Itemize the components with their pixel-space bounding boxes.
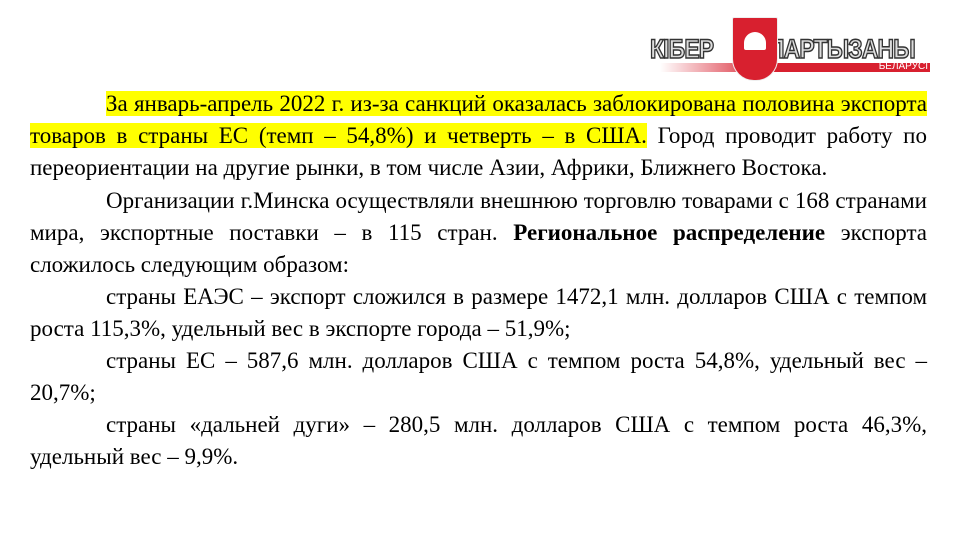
paragraph-far-arc: страны «дальней дуги» – 280,5 млн. долла… [30, 412, 927, 469]
logo-bar [660, 63, 930, 72]
paragraph-eaeu: страны ЕАЭС – экспорт сложился в размере… [30, 284, 927, 341]
bold-text: Региональное распределение [513, 220, 826, 245]
paragraph-sanctions: За январь-апрель 2022 г. из-за санкций о… [30, 88, 927, 184]
paragraph-eu: страны ЕС – 587,6 млн. долларов США с те… [30, 348, 927, 405]
logo-subtitle: БЕЛАРУСІ [878, 61, 928, 72]
logo-word-1: КІБЕР [649, 33, 714, 65]
paragraph-text: Город проводит работу по переориентации … [30, 123, 927, 180]
kiber-partyzany-logo: БЕЛАРУСІ КІБЕР ПАРТЫЗАНЫ [649, 17, 930, 81]
paragraph-trade: Организации г.Минска осуществляли внешню… [30, 185, 927, 281]
paragraph-text: Организации г.Минска осуществляли внешню… [30, 188, 927, 245]
shield-icon [732, 17, 778, 81]
logo-word-2: ПАРТЫЗАНЫ [767, 33, 916, 65]
paragraph-text: экспорта сложилось следующим образом: [30, 220, 928, 277]
document-body: За январь-апрель 2022 г. из-за санкций о… [30, 88, 927, 473]
